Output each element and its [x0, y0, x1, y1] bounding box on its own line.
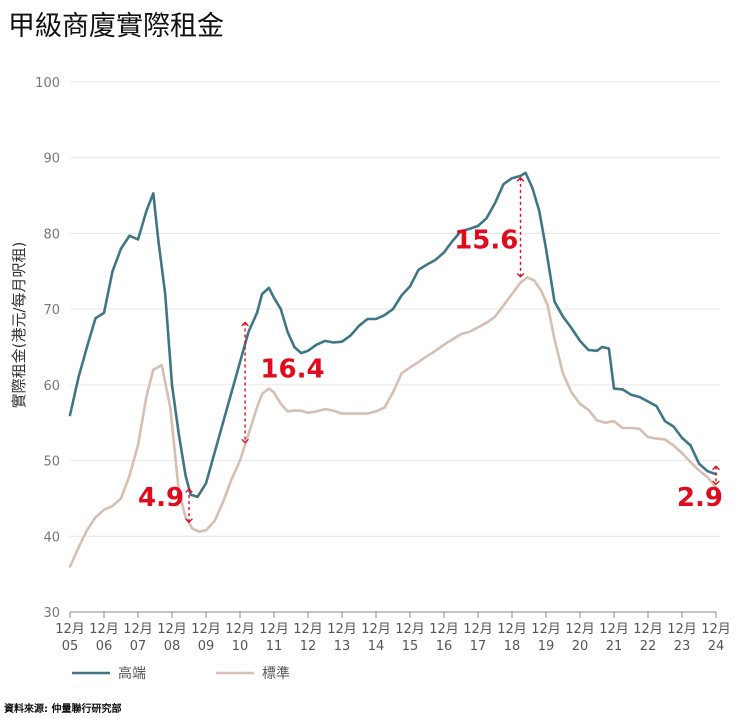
- chart-title: 甲級商廈實際租金: [8, 11, 224, 42]
- x-tick-label-year: 23: [674, 639, 691, 654]
- x-tick-label-month: 12月: [599, 622, 629, 637]
- x-tick-label-year: 20: [572, 639, 589, 654]
- x-tick-label-month: 12月: [531, 622, 561, 637]
- series-lines: [68, 171, 718, 568]
- x-tick-label-year: 17: [470, 639, 487, 654]
- series-line-standard: [68, 276, 718, 568]
- x-tick-label-month: 12月: [191, 622, 221, 637]
- x-tick-label-month: 12月: [293, 622, 323, 637]
- gap-label: 4.9: [138, 483, 184, 513]
- x-tick-label-year: 14: [368, 639, 385, 654]
- x-tick-label-year: 18: [504, 639, 521, 654]
- y-tick-label: 100: [35, 76, 60, 91]
- y-tick-label: 80: [43, 227, 60, 242]
- x-tick-label-month: 12月: [259, 622, 289, 637]
- x-tick-label-year: 15: [402, 639, 419, 654]
- x-tick-label-year: 13: [334, 639, 351, 654]
- y-tick-label: 40: [43, 530, 60, 545]
- x-tick-label-month: 12月: [429, 622, 459, 637]
- gap-label: 15.6: [454, 226, 518, 256]
- x-tick-label-year: 05: [62, 639, 79, 654]
- x-tick-label-month: 12月: [497, 622, 527, 637]
- x-tick-label-year: 10: [232, 639, 249, 654]
- x-tick-label-month: 12月: [463, 622, 493, 637]
- x-tick-label-month: 12月: [55, 622, 85, 637]
- legend-label-standard: 標準: [262, 666, 290, 682]
- gap-label: 2.9: [677, 483, 723, 513]
- y-tick-label: 30: [43, 606, 60, 621]
- source-note: 資料來源: 仲量聯行研究部: [4, 704, 122, 715]
- x-tick-label-year: 07: [130, 639, 147, 654]
- x-tick-label-year: 22: [640, 639, 657, 654]
- x-tick-label-year: 11: [266, 639, 283, 654]
- x-tick-label-year: 24: [708, 639, 725, 654]
- legend-label-premium: 高端: [118, 665, 146, 682]
- y-axis-label: 實際租金(港元/每月呎租): [10, 242, 28, 409]
- y-tick-label: 70: [43, 303, 60, 318]
- x-tick-label-month: 12月: [565, 622, 595, 637]
- legend: 高端 標準: [72, 665, 290, 682]
- y-tick-label: 90: [43, 152, 60, 167]
- x-tick-label-month: 12月: [327, 622, 357, 637]
- x-tick-label-month: 12月: [123, 622, 153, 637]
- x-tick-label-year: 09: [198, 639, 215, 654]
- x-tick-label-year: 06: [96, 639, 113, 654]
- x-tick-label-year: 16: [436, 639, 453, 654]
- x-tick-label-month: 12月: [225, 622, 255, 637]
- x-tick-label-year: 19: [538, 639, 555, 654]
- x-tick-label-month: 12月: [633, 622, 663, 637]
- y-tick-label: 60: [43, 379, 60, 394]
- axes: 30 40 50 60 70 80 90 100 12月 05 12月 06 12月 07 12月 08 12月…: [35, 76, 731, 654]
- gap-label: 16.4: [260, 354, 324, 384]
- x-tick-label-month: 12月: [157, 622, 187, 637]
- series-line-premium: [68, 171, 718, 499]
- x-tick-label-year: 21: [606, 639, 623, 654]
- x-tick-label-month: 12月: [395, 622, 425, 637]
- x-tick-label-year: 08: [164, 639, 181, 654]
- gap-annotations: 4.9 16.4 15.6 2.9: [138, 176, 723, 524]
- y-tick-label: 50: [43, 455, 60, 470]
- x-tick-label-month: 12月: [89, 622, 119, 637]
- x-tick-label-month: 12月: [361, 622, 391, 637]
- x-tick-label-month: 12月: [667, 622, 697, 637]
- x-tick-label-year: 12: [300, 639, 317, 654]
- x-tick-label-month: 12月: [701, 622, 731, 637]
